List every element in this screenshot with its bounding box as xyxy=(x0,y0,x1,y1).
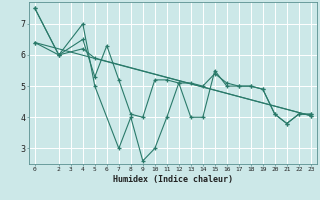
X-axis label: Humidex (Indice chaleur): Humidex (Indice chaleur) xyxy=(113,175,233,184)
